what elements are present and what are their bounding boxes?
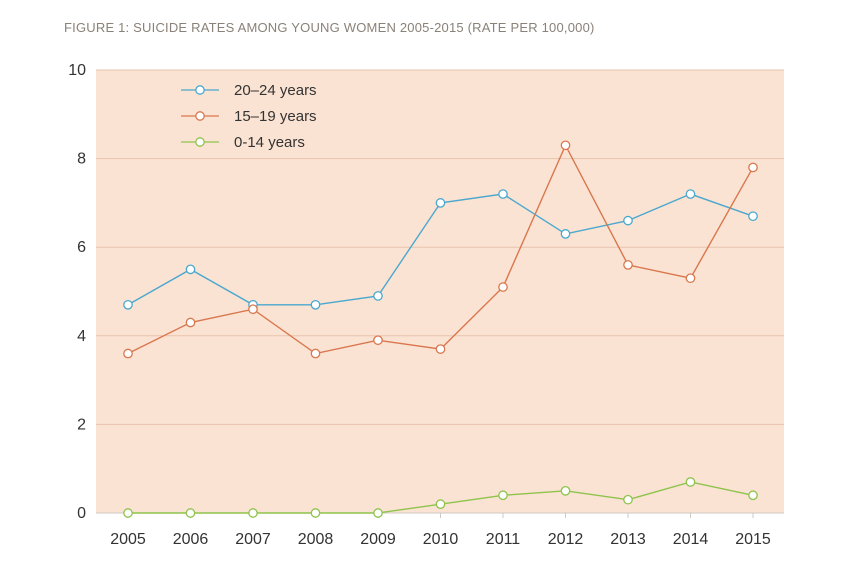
x-tick-label: 2015 — [735, 531, 771, 548]
data-point — [248, 304, 258, 315]
data-point — [498, 189, 508, 199]
x-tick-label: 2011 — [486, 531, 521, 548]
data-point — [560, 140, 571, 151]
data-point — [623, 260, 633, 270]
x-tick-label: 2013 — [610, 531, 646, 548]
x-tick-label: 2007 — [235, 531, 271, 548]
data-point — [373, 291, 383, 301]
plot-background — [96, 70, 784, 513]
x-tick-label: 2008 — [298, 531, 334, 548]
y-tick-label: 0 — [77, 505, 86, 522]
data-point — [185, 508, 196, 518]
legend-marker — [195, 111, 205, 121]
data-point — [185, 264, 196, 275]
data-point — [685, 477, 696, 487]
x-tick-label: 2006 — [173, 531, 209, 548]
series-1 — [123, 140, 758, 359]
legend-label: 0-14 years — [234, 134, 305, 151]
x-tick-label: 2010 — [423, 531, 459, 548]
y-tick-label: 10 — [68, 62, 86, 79]
data-point — [748, 211, 758, 222]
data-point — [310, 508, 321, 518]
legend-marker — [195, 85, 205, 95]
chart-title: FIGURE 1: SUICIDE RATES AMONG YOUNG WOME… — [64, 20, 595, 35]
data-point — [373, 508, 383, 518]
x-tick-label: 2009 — [360, 531, 396, 548]
x-tick-label: 2014 — [673, 531, 709, 548]
data-point — [248, 508, 258, 518]
data-point — [560, 485, 571, 496]
data-point — [185, 317, 196, 328]
y-tick-label: 4 — [77, 328, 86, 345]
data-point — [748, 490, 758, 501]
legend-marker — [195, 137, 205, 147]
data-point — [435, 499, 446, 509]
data-point — [310, 299, 321, 310]
legend-label: 15–19 years — [234, 108, 317, 125]
y-axis-ticks: 0 2 4 6 8 10 — [68, 62, 86, 522]
series-0 — [123, 189, 758, 310]
data-point — [498, 490, 508, 501]
data-point — [435, 344, 446, 354]
legend: 20–24 years 15–19 years 0-14 years — [181, 82, 317, 151]
data-point — [123, 508, 133, 518]
series-group — [123, 140, 758, 518]
x-tick-label: 2012 — [548, 531, 584, 548]
x-tick-label: 2005 — [110, 531, 146, 548]
data-point — [560, 229, 571, 239]
data-point — [435, 198, 446, 208]
data-point — [623, 215, 633, 226]
y-tick-label: 2 — [77, 416, 86, 433]
series-2 — [123, 477, 758, 518]
data-point — [685, 189, 696, 199]
data-point — [310, 348, 321, 359]
y-tick-label: 6 — [77, 239, 86, 256]
data-point — [498, 282, 508, 292]
data-point — [123, 299, 133, 310]
legend-label: 20–24 years — [234, 82, 317, 99]
data-point — [685, 273, 696, 284]
x-axis-ticks: 2005 2006 2007 2008 2009 2010 2011 2012 2013 2014… — [110, 513, 771, 548]
data-point — [123, 348, 133, 359]
data-point — [373, 335, 383, 346]
data-point — [623, 494, 633, 505]
data-point — [748, 162, 758, 173]
gridlines — [96, 69, 784, 514]
y-tick-label: 8 — [77, 151, 86, 168]
